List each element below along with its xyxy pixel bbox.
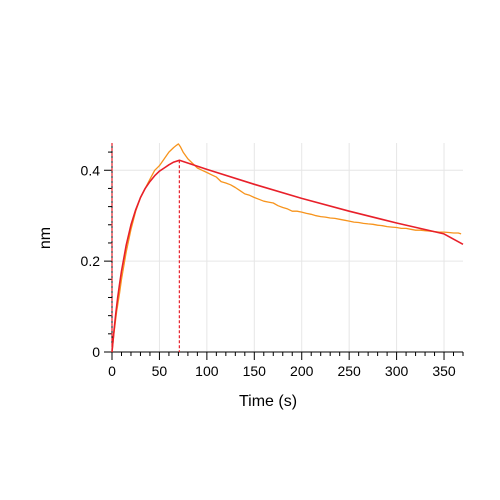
x-tick-label: 150	[243, 363, 267, 379]
fit-curve	[111, 159, 464, 353]
y-tick-label: 0	[92, 344, 100, 360]
measured-curve	[111, 143, 462, 353]
x-tick-label: 100	[195, 363, 219, 379]
x-tick-label: 0	[108, 363, 116, 379]
x-tick-label: 250	[337, 363, 361, 379]
x-axis-title: Time (s)	[239, 393, 297, 410]
x-tick-label: 200	[290, 363, 314, 379]
x-tick-label: 50	[152, 363, 168, 379]
x-tick-label: 350	[432, 363, 456, 379]
axes	[111, 143, 463, 353]
series-group	[111, 143, 464, 353]
ticks: 0 50 100 150 200 250 300 350 0 0.2 0.4	[81, 151, 464, 379]
x-tick-label: 300	[385, 363, 409, 379]
y-tick-label: 0.2	[81, 253, 101, 269]
y-tick-label: 0.4	[81, 162, 101, 178]
grid-lines	[112, 143, 463, 352]
y-axis-title: nm	[37, 227, 54, 249]
